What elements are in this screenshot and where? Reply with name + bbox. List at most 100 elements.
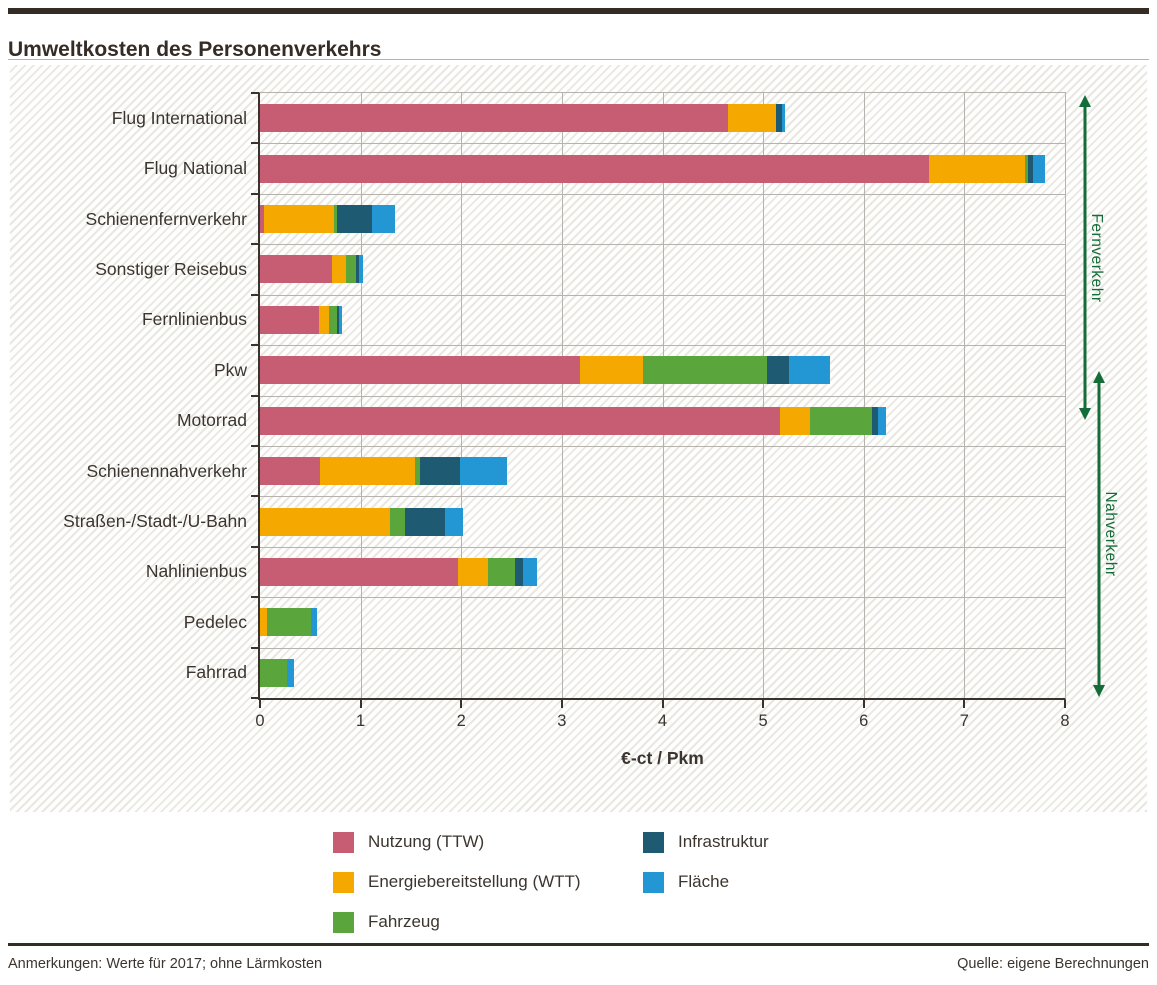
y-axis-tick [251, 243, 259, 246]
y-axis-tick [251, 344, 259, 347]
bar-segment-flaeche [782, 104, 786, 133]
bar-segment-flaeche [522, 557, 537, 586]
bar-segment-infrastruktur [337, 205, 372, 234]
category-label: Schienennahverkehr [86, 460, 247, 481]
y-axis-tick [251, 545, 259, 548]
x-axis-tick-label: 0 [255, 712, 265, 730]
fernverkehr-label: Fernverkehr [1088, 212, 1105, 303]
category-label: Flug International [111, 107, 247, 128]
bar-segment-fahrzeug [329, 305, 338, 334]
bar-segment-fahrzeug [389, 507, 405, 536]
gridline-horizontal [260, 445, 1065, 447]
bar-segment-fahrzeug [810, 406, 872, 435]
bar-segment-energiebereitstellung [264, 205, 335, 234]
bar-row [260, 446, 1065, 496]
category-label: Fernlinienbus [141, 309, 247, 330]
bar-segment-flaeche [1032, 154, 1045, 183]
x-axis-tick-label: 7 [959, 712, 969, 730]
gridline-horizontal [260, 244, 1065, 246]
stacked-bar [260, 608, 1065, 637]
bar-segment-nutzung [260, 406, 781, 435]
page-title: Umweltkosten des Personenverkehrs [8, 38, 382, 62]
y-axis-tick [251, 444, 259, 447]
gridline-horizontal [260, 496, 1065, 498]
category-label: Straßen-/Stadt-/U-Bahn [63, 511, 247, 532]
legend-swatch-flaeche [643, 871, 664, 893]
legend-swatch-nutzung [333, 831, 354, 853]
y-axis-tick [251, 596, 259, 599]
y-axis-tick [251, 293, 259, 296]
x-axis-tick [359, 700, 362, 708]
bar-segment-energiebereitstellung [319, 305, 330, 334]
bar-segment-fahrzeug [1024, 154, 1028, 183]
bar-row [260, 295, 1065, 345]
bar-segment-flaeche [789, 356, 830, 385]
bar-segment-nutzung [260, 205, 265, 234]
bar-segment-energiebereitstellung [320, 457, 415, 486]
bar-segment-infrastruktur [871, 406, 878, 435]
category-label: Fahrrad [185, 662, 247, 683]
stacked-bar [260, 557, 1065, 586]
source-note: Quelle: eigene Berechnungen [957, 956, 1149, 972]
gridline-horizontal [260, 345, 1065, 347]
x-axis-tick [560, 700, 563, 708]
bar-segment-flaeche [877, 406, 886, 435]
arrow-line [1097, 380, 1101, 688]
grid-layer [251, 92, 1065, 699]
gridline-horizontal [260, 597, 1065, 599]
bar-row [260, 597, 1065, 647]
y-axis-tick [251, 646, 259, 649]
x-axis-tick-label: 8 [1060, 712, 1070, 730]
stacked-bar [260, 154, 1065, 183]
legend-swatch-fahrzeug [333, 911, 354, 933]
stacked-bar [260, 104, 1065, 133]
bar-segment-energiebereitstellung [929, 154, 1025, 183]
y-axis-tick [251, 394, 259, 397]
legend-item: Energiebereitstellung (WTT) [333, 871, 643, 893]
bar-row [260, 547, 1065, 597]
y-axis-tick [251, 495, 259, 498]
gridline-horizontal [260, 647, 1065, 649]
legend-label: Fläche [678, 872, 730, 891]
bar-segment-nutzung [260, 557, 459, 586]
category-label: Pkw [213, 359, 247, 380]
legend-swatch-energiebereitstellung [333, 871, 354, 893]
bar-segment-infrastruktur [514, 557, 523, 586]
fernverkehr-arrow: Fernverkehr [1078, 95, 1105, 420]
stacked-bar [260, 658, 1065, 687]
bar-row [260, 396, 1065, 446]
x-axis-tick-label: 3 [557, 712, 567, 730]
x-axis-tick [259, 700, 261, 708]
stacked-bar [260, 406, 1065, 435]
bar-row [260, 194, 1065, 244]
bar-segment-infrastruktur [355, 255, 359, 284]
category-label: Pedelec [183, 611, 247, 632]
arrow-line [1083, 104, 1087, 411]
legend-item: Fläche [643, 871, 769, 893]
bar-segment-flaeche [311, 608, 318, 637]
legend-item: Infrastruktur [643, 831, 769, 853]
legend-swatch-infrastruktur [643, 831, 664, 853]
bar-segment-nutzung [260, 255, 333, 284]
bar-segment-fahrzeug [414, 457, 420, 486]
x-axis-title: €-ct / Pkm [621, 748, 704, 768]
stacked-bar [260, 507, 1065, 536]
x-axis-tick-label: 5 [758, 712, 768, 730]
category-label: Schienenfernverkehr [85, 208, 247, 229]
x-axis-tick-label: 1 [356, 712, 366, 730]
title-divider [8, 59, 1149, 60]
chart-panel: Flug International Flug National Schienenf… [10, 65, 1147, 812]
bar-row [260, 93, 1065, 143]
stacked-bar [260, 356, 1065, 385]
bar-segment-fahrzeug [643, 356, 768, 385]
bar-segment-energiebereitstellung [780, 406, 811, 435]
category-label: Motorrad [176, 410, 247, 431]
bar-segment-nutzung [260, 457, 321, 486]
gridline-horizontal [260, 294, 1065, 296]
legend-label: Fahrzeug [368, 912, 440, 931]
bar-segment-energiebereitstellung [332, 255, 346, 284]
bar-segment-fahrzeug [260, 658, 288, 687]
nahverkehr-arrow: Nahverkehr [1092, 371, 1119, 697]
top-rule [8, 8, 1149, 14]
